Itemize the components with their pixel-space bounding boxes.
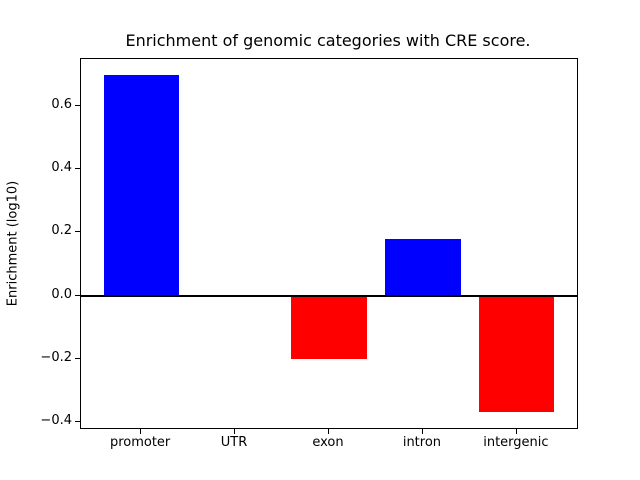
x-tick-label-UTR: UTR [220, 435, 248, 450]
y-tick-label: 0.2 [51, 223, 72, 239]
x-tick-label-exon: exon [312, 435, 344, 450]
y-tick-mark [75, 105, 80, 107]
zero-line [81, 294, 577, 297]
x-tick-mark [515, 429, 517, 434]
y-tick-mark [75, 357, 80, 359]
y-tick-label: 0.6 [51, 97, 72, 113]
x-tick-mark [234, 429, 236, 434]
x-tick-label-promoter: promoter [109, 435, 171, 450]
x-tick-label-intergenic: intergenic [483, 435, 549, 450]
y-axis-label: Enrichment (log10) [5, 180, 21, 307]
y-tick-mark [75, 168, 80, 170]
bar-promoter [103, 74, 179, 296]
y-tick-label: 0.4 [51, 160, 72, 176]
y-tick-mark [75, 231, 80, 233]
x-tick-label-intron: intron [402, 435, 442, 450]
bar-exon [291, 295, 367, 359]
y-tick-mark [75, 420, 80, 422]
y-tick-label: 0.0 [51, 286, 72, 302]
y-tick-mark [75, 294, 80, 296]
chart-title: Enrichment of genomic categories with CR… [125, 31, 531, 50]
y-tick-label: −0.2 [40, 349, 72, 365]
x-tick-mark [140, 429, 142, 434]
plot-area [80, 58, 578, 429]
y-tick-label: −0.4 [40, 412, 72, 428]
x-tick-mark [328, 429, 329, 434]
bar-intergenic [479, 295, 555, 413]
bar-intron [385, 238, 461, 296]
x-tick-mark [421, 429, 423, 434]
